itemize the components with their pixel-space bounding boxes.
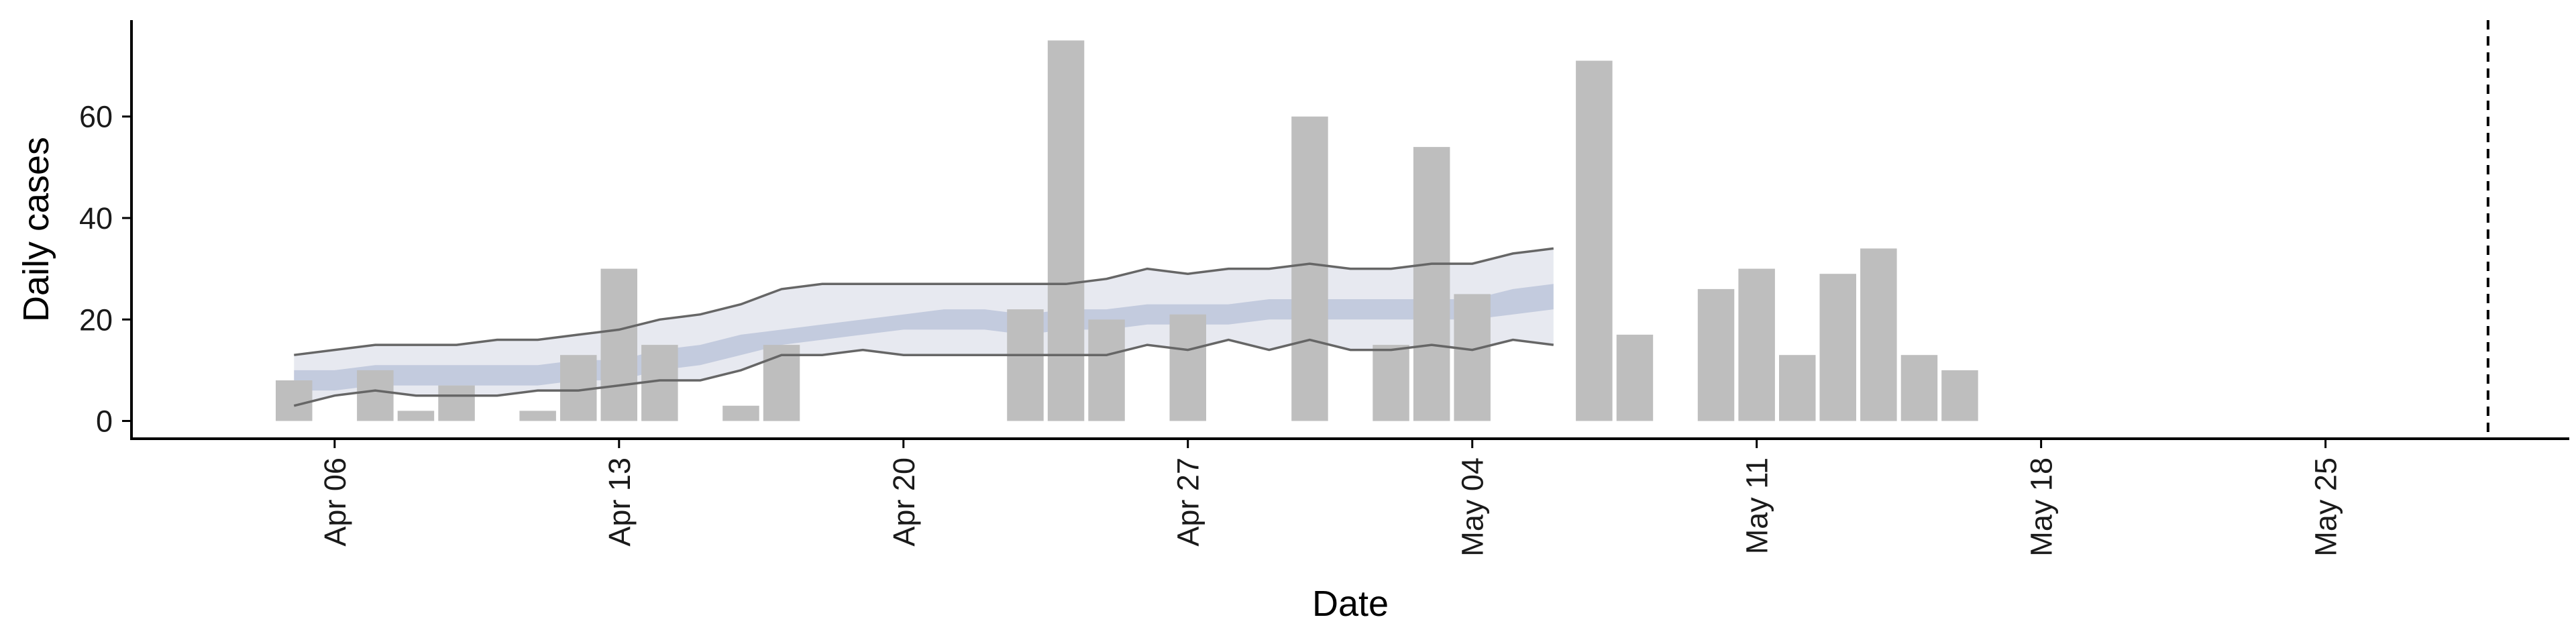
estimate-bound-lines: [293, 247, 1554, 407]
y-tick-label: 0: [96, 405, 113, 439]
case-bar: [1616, 334, 1654, 421]
case-bar: [397, 411, 435, 421]
case-bar: [1738, 268, 1775, 421]
case-bar: [1047, 40, 1085, 421]
y-tick-label: 60: [79, 100, 113, 134]
y-axis-title: Daily cases: [16, 137, 56, 322]
case-bar: [600, 268, 637, 421]
x-axis-ticks: Apr 06 Apr 13 Apr 20 Apr 27 May 04 May 11 May …: [318, 439, 2343, 557]
case-bar: [1007, 309, 1044, 421]
case-bar: [722, 405, 759, 421]
case-bar: [1454, 294, 1491, 421]
case-bar: [1900, 355, 1938, 421]
case-bar: [1576, 60, 1613, 421]
x-axis-title: Date: [1312, 584, 1389, 624]
case-bar: [1373, 345, 1409, 421]
y-tick-label: 20: [79, 303, 113, 337]
case-bar: [519, 411, 556, 421]
x-tick-label: Apr 13: [602, 458, 637, 547]
y-axis-ticks: 0 20 40 60: [79, 100, 131, 439]
case-bar: [1291, 116, 1328, 421]
case-bar: [1819, 274, 1856, 421]
case-bar: [1413, 147, 1450, 421]
case-bar: [1860, 248, 1897, 421]
upper-bound-line: [294, 247, 1554, 356]
x-tick-label: May 25: [2309, 458, 2343, 557]
estimate-bands: [294, 248, 1554, 406]
x-tick-label: Apr 20: [887, 458, 921, 547]
case-bar: [438, 385, 475, 421]
lower-bound-line: [293, 338, 1554, 407]
x-tick-label: May 04: [1456, 458, 1490, 557]
case-bar: [1779, 355, 1816, 421]
y-tick-label: 40: [79, 201, 113, 235]
x-tick-label: May 18: [2025, 458, 2059, 557]
case-bar: [1088, 319, 1125, 421]
case-bar: [1697, 288, 1735, 421]
case-bar: [357, 370, 394, 421]
case-bar: [763, 345, 800, 421]
x-tick-label: Apr 27: [1171, 458, 1205, 547]
case-bars: [276, 40, 1978, 421]
x-tick-label: May 11: [1740, 458, 1774, 554]
case-bar: [276, 380, 313, 421]
axes: [130, 20, 2569, 440]
case-bar: [1941, 370, 1978, 421]
case-bar: [1169, 314, 1206, 421]
x-tick-label: Apr 06: [318, 458, 352, 547]
